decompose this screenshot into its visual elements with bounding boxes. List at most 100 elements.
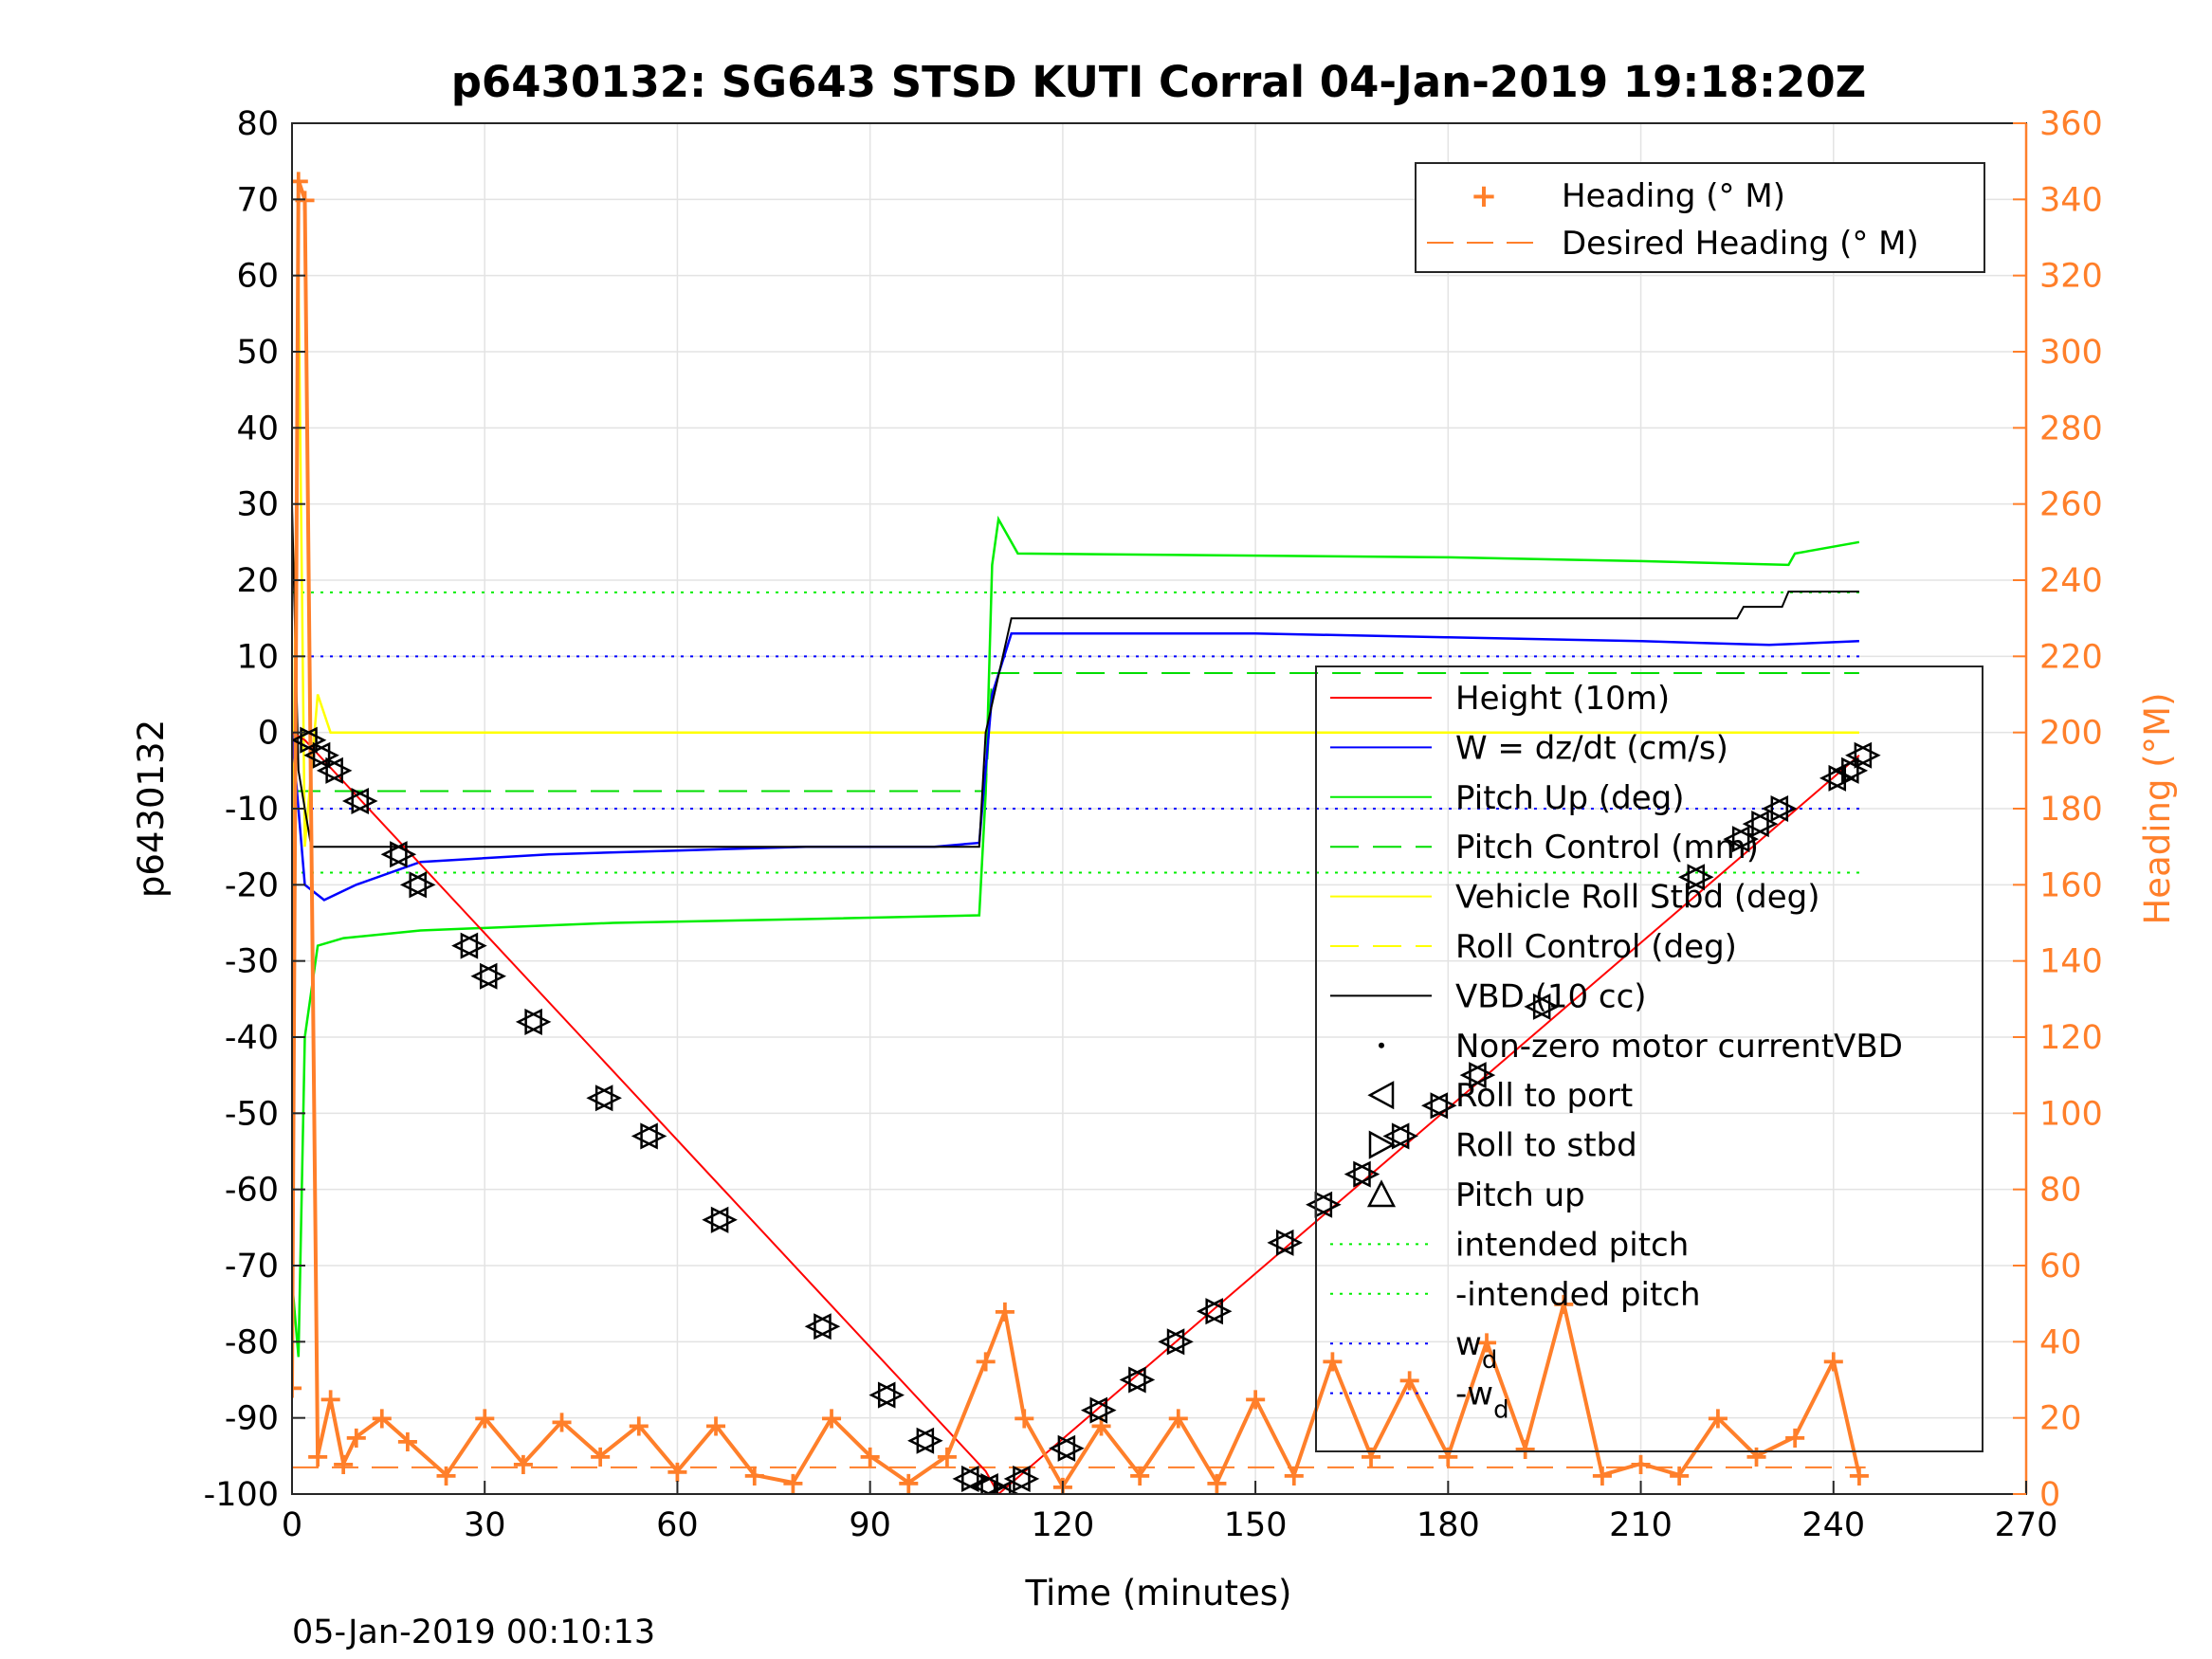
y-tick-label: 40 [236, 410, 279, 447]
heading-marker: + [1397, 1362, 1422, 1398]
roll-port-marker [1049, 1434, 1076, 1462]
legend-heading-label: Heading (° M) [1562, 177, 1785, 215]
roll-port-marker [1677, 864, 1705, 891]
roll-port-marker [1119, 1366, 1146, 1394]
x-tick-label: 0 [282, 1506, 302, 1544]
y2-tick-label: 80 [2039, 1172, 2082, 1210]
heading-marker: + [1320, 1342, 1345, 1378]
legend-heading-box [1415, 162, 1985, 273]
x-tick-label: 120 [1031, 1506, 1094, 1544]
y2-axis-label: Heading (°M) [2137, 692, 2178, 924]
y2-tick-label: 300 [2039, 334, 2103, 372]
roll-port-marker [1524, 993, 1551, 1020]
heading-marker: + [433, 1457, 459, 1493]
heading-line [292, 179, 1861, 1490]
legend-label: Roll to stbd [1455, 1127, 1637, 1165]
roll-stbd-marker [1166, 1328, 1194, 1356]
heading-marker: + [343, 1419, 369, 1455]
roll-stbd-marker [594, 1085, 622, 1112]
roll-port-marker [1762, 794, 1789, 823]
roll-port-marker [515, 1008, 542, 1035]
y-tick-label: -10 [225, 791, 279, 829]
roll-stbd-marker [961, 1465, 989, 1492]
roll-port-marker [1306, 1191, 1333, 1218]
roll-stbd-marker [640, 1122, 667, 1150]
y2-tick-label: 360 [2039, 105, 2103, 143]
roll-port-marker [1382, 1122, 1410, 1150]
roll-stbd-marker [1854, 741, 1881, 769]
legend-desired-heading-label: Desired Heading (° M) [1562, 225, 1919, 263]
roll-stbd-marker [409, 871, 436, 899]
roll-port-marker [1819, 764, 1847, 792]
legend-label: Pitch Control (mm) [1455, 829, 1759, 866]
y2-tick-label: 40 [2039, 1323, 2082, 1361]
roll-stbd-marker [1391, 1122, 1418, 1150]
y-axis-label: p6430132 [131, 720, 172, 898]
x-tick-label: 150 [1224, 1506, 1288, 1544]
roll-port-marker [1459, 1062, 1487, 1089]
y2-tick-label: 140 [2039, 943, 2103, 981]
legend-main-box [1315, 665, 1983, 1452]
heading-marker: + [472, 1400, 498, 1436]
y-tick-label: -20 [225, 866, 279, 904]
heading-marker: + [331, 1446, 356, 1482]
roll-stbd-marker [460, 932, 487, 959]
roll-stbd-marker [993, 1480, 1020, 1494]
x-tick-label: 180 [1417, 1506, 1480, 1544]
heading-marker: + [1551, 1285, 1577, 1322]
roll-port-marker [451, 932, 479, 959]
roll-port-marker [984, 1480, 1012, 1494]
y-tick-label: 10 [236, 638, 279, 676]
roll-port-marker [303, 741, 331, 769]
y2-tick-label: 200 [2039, 715, 2103, 753]
y2-tick-label: 0 [2039, 1476, 2060, 1514]
heading-marker: + [549, 1404, 575, 1440]
roll-stbd-marker [1687, 864, 1714, 891]
roll-port-marker [1267, 1229, 1294, 1256]
heading-marker: + [280, 1370, 305, 1406]
heading-marker: + [1243, 1381, 1269, 1417]
x-tick-label: 210 [1609, 1506, 1673, 1544]
roll-stbd-marker [1770, 794, 1798, 823]
roll-port-marker [952, 1465, 979, 1492]
heading-marker: + [1165, 1400, 1191, 1436]
y2-tick-label: 120 [2039, 1019, 2103, 1057]
heading-marker: + [1127, 1457, 1153, 1493]
roll-port-marker [1723, 826, 1750, 853]
legend-label: -intended pitch [1455, 1276, 1701, 1314]
legend-label: Vehicle Roll Stbd (deg) [1455, 879, 1820, 917]
roll-port-marker [470, 962, 498, 990]
roll-port-marker [804, 1313, 832, 1340]
roll-stbd-marker [1353, 1160, 1380, 1188]
roll-port-marker [399, 871, 427, 899]
y-tick-label: -40 [225, 1019, 279, 1057]
roll-port-marker [341, 787, 369, 814]
roll-port-marker [1420, 1092, 1449, 1120]
x-tick-label: 270 [1995, 1506, 2058, 1544]
y-tick-label: 30 [236, 486, 279, 524]
y2-tick-label: 340 [2039, 181, 2103, 219]
legend-label: Roll Control (deg) [1455, 928, 1737, 966]
roll-port-marker [1003, 1465, 1031, 1492]
roll-port-marker [292, 726, 318, 754]
roll-stbd-marker [916, 1427, 943, 1454]
legend-label: W = dz/dt (cm/s) [1455, 729, 1728, 767]
heading-marker: + [741, 1457, 767, 1493]
heading-marker: + [626, 1408, 651, 1444]
y2-tick-label: 260 [2039, 486, 2103, 524]
roll-stbd-marker [1430, 1092, 1457, 1120]
heading-marker: + [935, 1438, 960, 1474]
roll-stbd-marker [312, 741, 339, 769]
roll-stbd-marker [1469, 1062, 1496, 1089]
roll-stbd-marker [814, 1313, 841, 1340]
roll-stbd-marker [1057, 1434, 1085, 1462]
heading-marker: + [1590, 1457, 1616, 1493]
y-tick-label: -30 [225, 943, 279, 981]
legend-label: intended pitch [1455, 1226, 1689, 1264]
heading-marker: + [285, 162, 311, 198]
heading-marker: + [305, 1438, 331, 1474]
data-layer: ++++++++++++++++++ ++++++++++++++++++++++… [280, 162, 1881, 1494]
roll-port-marker [316, 757, 343, 784]
legend-label-subscript: d [1482, 1346, 1498, 1375]
roll-stbd-marker [1205, 1298, 1233, 1325]
